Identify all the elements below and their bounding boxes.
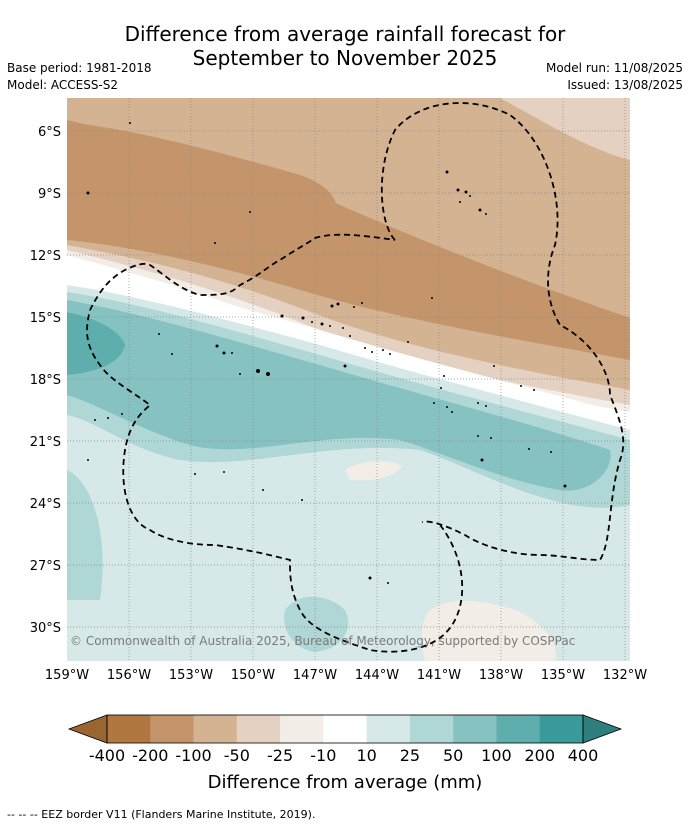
- island-markers: [86, 122, 567, 584]
- colorbar-segment: [366, 715, 411, 743]
- lat-label: 9°S: [38, 187, 61, 202]
- colorbar-tick-label: 10: [356, 746, 376, 765]
- model-name: Model: ACCESS-S2: [7, 78, 119, 92]
- lon-label: 150°W: [231, 668, 275, 683]
- wet-central-core: [284, 596, 349, 652]
- meta-right: Model run: 11/08/2025 Issued: 13/08/2025: [546, 60, 683, 94]
- meta-left: Base period: 1981-2018 Model: ACCESS-S2: [7, 60, 152, 94]
- lat-labels: 6°S 9°S 12°S 15°S 18°S 21°S 24°S 27°S 30…: [30, 125, 61, 636]
- colorbar-segment: [539, 715, 584, 743]
- copyright-note: © Commonwealth of Australia 2025, Bureau…: [70, 634, 575, 648]
- lon-label: 141°W: [417, 668, 461, 683]
- lon-label: 132°W: [603, 668, 647, 683]
- colorbar-title: Difference from average (mm): [208, 772, 483, 793]
- lat-label: 27°S: [30, 559, 61, 574]
- colorbar-tick-label: -10: [310, 746, 336, 765]
- dry-patch-south: [421, 600, 556, 661]
- near-average-band: [67, 262, 630, 430]
- lat-label: 30°S: [30, 621, 61, 636]
- colorbar-tick-label: 50: [443, 746, 463, 765]
- graticule: [67, 98, 630, 661]
- lon-labels: 159°W 156°W 153°W 150°W 147°W 144°W 141°…: [45, 668, 647, 683]
- lat-label: 6°S: [38, 125, 61, 140]
- title-line-1: Difference from average rainfall forecas…: [124, 22, 566, 46]
- lon-label: 159°W: [45, 668, 89, 683]
- lon-label: 135°W: [541, 668, 585, 683]
- colorbar-segment: [496, 715, 541, 743]
- wet-west-strip: [67, 470, 103, 600]
- colorbar: -400 -200 -100 -50 -25 -10 10 25 50 100 200 400 Dif…: [67, 714, 623, 793]
- wet-50-100: [67, 300, 611, 491]
- wet-100-200: [67, 312, 125, 375]
- colorbar-over-triangle: [583, 715, 621, 743]
- colorbar-segment: [323, 715, 368, 743]
- dry-band-strong-upper: [67, 122, 336, 218]
- issued-date: Issued: 13/08/2025: [567, 78, 683, 92]
- colorbar-segment: [280, 715, 324, 743]
- lat-label: 15°S: [30, 311, 61, 326]
- lon-label: 144°W: [355, 668, 399, 683]
- colorbar-tick-label: -200: [132, 746, 168, 765]
- lat-label: 21°S: [30, 435, 61, 450]
- colorbar-tick-label: 100: [481, 746, 512, 765]
- eez-border: [86, 102, 625, 653]
- colorbar-tick-label: 400: [568, 746, 599, 765]
- base-period: Base period: 1981-2018: [7, 61, 152, 75]
- colorbar-segment: [236, 715, 281, 743]
- colorbar-tick-labels: -400 -200 -100 -50 -25 -10 10 25 50 100 200 400: [89, 746, 598, 765]
- lon-label: 147°W: [293, 668, 337, 683]
- colorbar-segment: [409, 715, 454, 743]
- lat-label: 12°S: [30, 249, 61, 264]
- colorbar-segment: [107, 715, 151, 743]
- colorbar-under-triangle: [69, 715, 107, 743]
- colorbar-segments: [107, 715, 584, 743]
- colorbar-tick-label: 200: [524, 746, 555, 765]
- colorbar-segment: [150, 715, 195, 743]
- eez-legend-note: -- -- -- EEZ border V11 (Flanders Marine…: [7, 808, 316, 821]
- colorbar-tick-label: 25: [400, 746, 420, 765]
- colorbar-tick-label: -100: [175, 746, 211, 765]
- dry-patch-center: [345, 461, 402, 481]
- map-panel: © Commonwealth of Australia 2025, Bureau…: [67, 98, 630, 661]
- colorbar-segment: [453, 715, 497, 743]
- lon-label: 156°W: [107, 668, 151, 683]
- colorbar-tick-label: -400: [89, 746, 125, 765]
- lon-label: 153°W: [169, 668, 213, 683]
- map-title: Difference from average rainfall forecas…: [0, 22, 690, 70]
- title-line-2: September to November 2025: [192, 46, 498, 70]
- lat-label: 18°S: [30, 373, 61, 388]
- lat-label: 24°S: [30, 497, 61, 512]
- colorbar-segment: [193, 715, 238, 743]
- model-run: Model run: 11/08/2025: [545, 61, 683, 75]
- colorbar-tick-label: -25: [267, 746, 293, 765]
- lon-label: 138°W: [479, 668, 523, 683]
- colorbar-tick-label: -50: [224, 746, 250, 765]
